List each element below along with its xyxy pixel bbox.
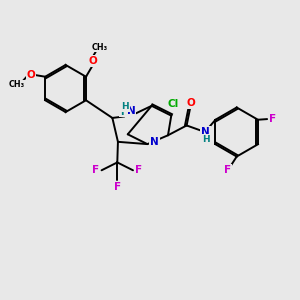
- Text: H: H: [120, 107, 128, 117]
- Text: H: H: [121, 102, 129, 111]
- Text: F: F: [135, 165, 142, 175]
- Text: N: N: [201, 127, 210, 137]
- Text: N: N: [127, 106, 135, 116]
- Text: F: F: [269, 114, 276, 124]
- Text: CH₃: CH₃: [9, 80, 25, 89]
- Text: O: O: [26, 70, 35, 80]
- Text: H: H: [202, 135, 209, 144]
- Text: O: O: [186, 98, 195, 108]
- Text: Cl: Cl: [167, 99, 178, 109]
- Text: F: F: [92, 165, 99, 175]
- Text: N: N: [150, 137, 159, 148]
- Text: F: F: [224, 165, 231, 175]
- Text: CH₃: CH₃: [92, 43, 108, 52]
- Text: F: F: [114, 182, 121, 192]
- Text: N: N: [126, 107, 135, 117]
- Text: O: O: [88, 56, 97, 66]
